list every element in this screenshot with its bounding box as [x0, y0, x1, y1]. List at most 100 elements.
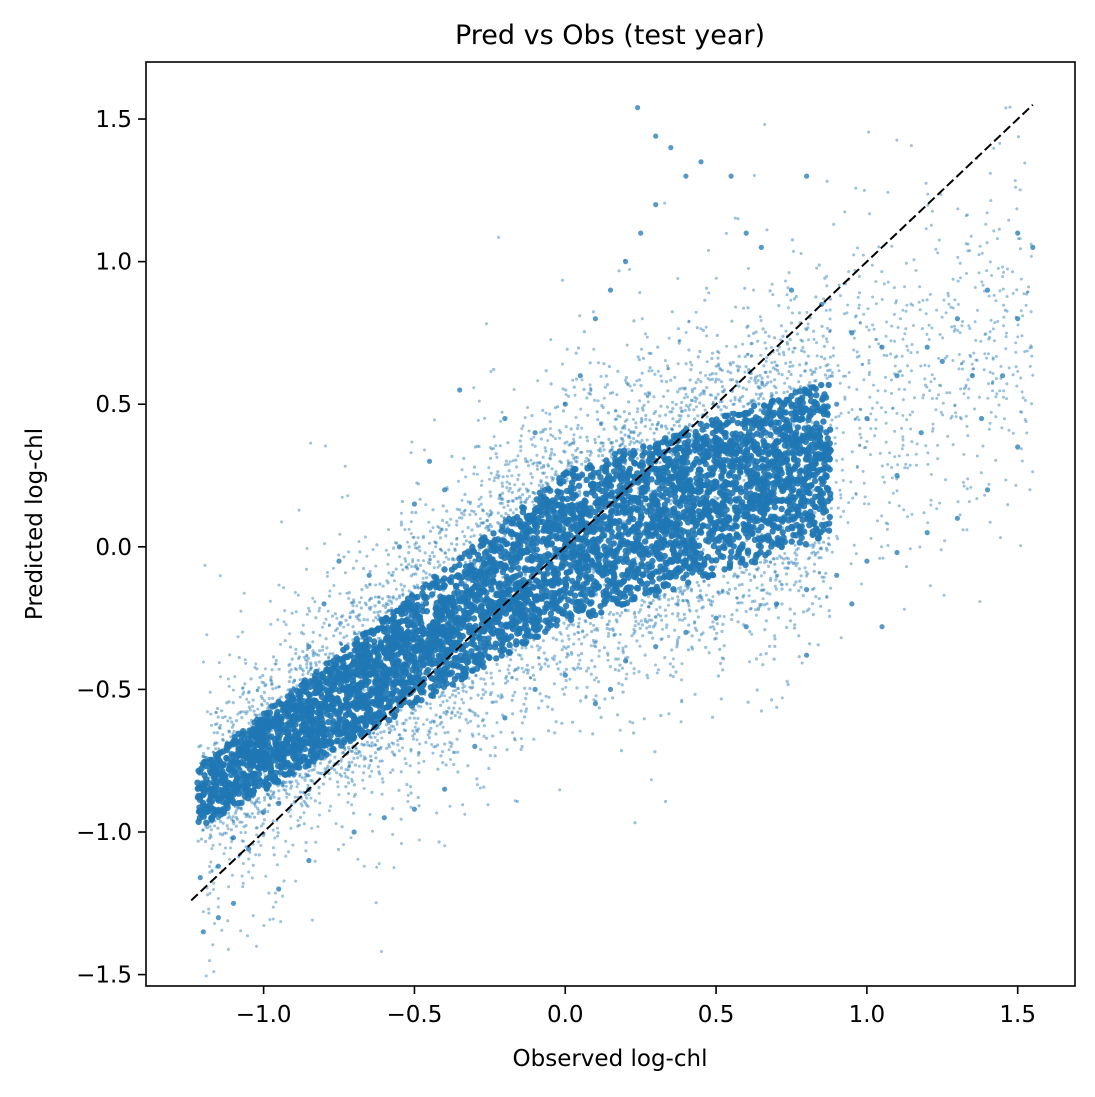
data-point: [638, 487, 643, 492]
data-point: [231, 901, 236, 906]
data-point: [216, 815, 221, 820]
data-point: [804, 430, 809, 435]
data-point: [744, 459, 749, 464]
data-point: [502, 530, 507, 535]
data-point: [623, 259, 628, 264]
data-point: [321, 601, 326, 606]
data-point: [608, 288, 613, 293]
data-point: [879, 624, 884, 629]
x-tick-label: 1.0: [849, 1002, 886, 1028]
data-point: [291, 687, 296, 692]
data-point: [502, 416, 507, 421]
data-point: [578, 510, 583, 515]
data-point: [744, 624, 749, 629]
data-point: [442, 787, 447, 792]
data-point: [306, 858, 311, 863]
data-point: [894, 473, 899, 478]
data-point: [894, 373, 899, 378]
y-tick-label: −0.5: [76, 677, 132, 703]
data-point: [533, 687, 538, 692]
data-point: [246, 787, 251, 792]
data-point: [457, 387, 462, 392]
x-tick-label: 0.0: [547, 1002, 584, 1028]
data-point: [517, 521, 522, 526]
data-point: [774, 601, 779, 606]
data-point: [744, 231, 749, 236]
data-point: [804, 174, 809, 179]
y-axis: −1.5−1.0−0.50.00.51.01.5: [76, 107, 146, 989]
data-point: [834, 573, 839, 578]
data-point: [1000, 373, 1005, 378]
data-point: [472, 559, 477, 564]
data-point: [849, 330, 854, 335]
data-point: [623, 658, 628, 663]
data-point: [563, 402, 568, 407]
data-point: [382, 815, 387, 820]
data-point: [864, 416, 869, 421]
x-tick-label: −0.5: [387, 1002, 443, 1028]
data-point: [834, 402, 839, 407]
y-tick-label: 1.5: [95, 107, 132, 133]
data-point: [894, 550, 899, 555]
data-point: [919, 430, 924, 435]
data-point: [563, 521, 568, 526]
y-tick-label: −1.5: [76, 963, 132, 989]
data-point: [487, 544, 492, 549]
y-tick-label: 1.0: [95, 250, 132, 276]
data-point: [683, 473, 688, 478]
data-point: [367, 687, 372, 692]
data-point: [502, 715, 507, 720]
data-point: [653, 134, 658, 139]
data-point: [970, 373, 975, 378]
data-point: [955, 316, 960, 321]
data-point: [306, 644, 311, 649]
data-point: [472, 744, 477, 749]
data-point: [261, 809, 266, 814]
y-tick-label: 0.0: [95, 535, 132, 561]
data-point: [427, 459, 432, 464]
data-point: [216, 864, 221, 869]
data-point: [879, 345, 884, 350]
data-point: [533, 430, 538, 435]
data-point: [367, 573, 372, 578]
data-point: [864, 559, 869, 564]
data-point: [1015, 444, 1020, 449]
data-point: [412, 807, 417, 812]
data-point: [593, 701, 598, 706]
data-point: [397, 544, 402, 549]
data-point: [985, 487, 990, 492]
data-point: [759, 245, 764, 250]
data-point: [698, 159, 703, 164]
data-point: [925, 345, 930, 350]
data-point: [276, 886, 281, 891]
data-point: [653, 202, 658, 207]
data-point: [563, 673, 568, 678]
data-point: [578, 373, 583, 378]
data-point: [201, 929, 206, 934]
data-point: [683, 630, 688, 635]
data-point: [548, 530, 553, 535]
data-point: [804, 587, 809, 592]
data-point: [635, 105, 640, 110]
data-point: [623, 510, 628, 515]
chart-title: Pred vs Obs (test year): [455, 20, 765, 51]
data-point: [1030, 245, 1035, 250]
y-tick-label: −1.0: [76, 820, 132, 846]
data-point: [955, 516, 960, 521]
data-point: [1015, 316, 1020, 321]
data-point: [276, 801, 281, 806]
data-point: [427, 624, 432, 629]
data-point: [668, 482, 673, 487]
data-point: [608, 687, 613, 692]
data-point: [940, 359, 945, 364]
data-point: [714, 464, 719, 469]
x-tick-label: −1.0: [236, 1002, 292, 1028]
data-point: [698, 487, 703, 492]
data-point: [457, 573, 462, 578]
data-point: [321, 744, 326, 749]
data-point: [985, 288, 990, 293]
data-point: [683, 174, 688, 179]
